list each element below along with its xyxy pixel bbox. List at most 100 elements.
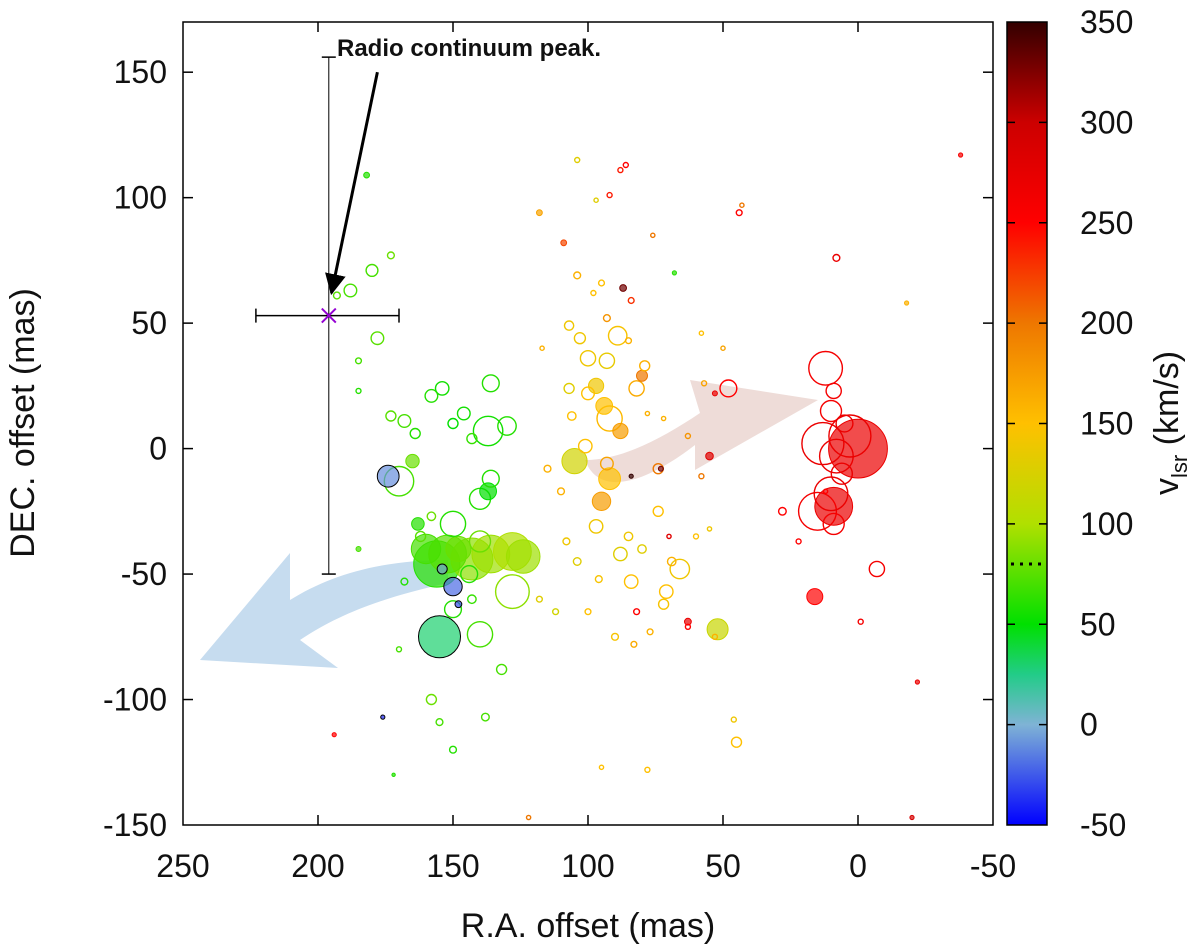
data-point-49 [598, 352, 616, 370]
data-point-43 [719, 379, 738, 398]
data-point-25 [598, 467, 621, 491]
data-point-162 [909, 814, 915, 821]
data-point-120 [627, 296, 635, 305]
x-tick-label-100: 100 [561, 848, 614, 884]
blueshifted-outflow-arrow [200, 553, 448, 668]
data-point-67 [599, 456, 614, 471]
x-axis-title: R.A. offset (mas) [461, 907, 715, 945]
data-point-66 [581, 386, 596, 401]
data-point-90 [623, 531, 634, 542]
data-point-149 [706, 526, 713, 532]
data-point-88 [637, 544, 647, 554]
data-point-70 [573, 332, 587, 345]
data-point-134 [698, 473, 705, 480]
y-tick-label-0: 0 [149, 431, 167, 467]
data-point-94 [705, 451, 714, 461]
data-point-147 [331, 732, 337, 738]
data-point-37 [479, 482, 498, 501]
x-tick-label-250: 250 [156, 848, 209, 884]
data-point-3 [418, 615, 461, 659]
y-axis: 150 100 50 0 -50 -100 -150 [103, 54, 993, 843]
data-point-56 [588, 519, 604, 534]
data-point-5 [801, 421, 845, 466]
data-point-153 [539, 345, 545, 352]
colorbar-ticks: 350 300 250 200 150 100 50 0 -50 [1007, 4, 1133, 843]
data-point-68 [365, 263, 379, 278]
colorbar-title-sub: lsr [1167, 455, 1192, 478]
data-point-167 [391, 772, 396, 777]
data-point-61 [456, 406, 471, 421]
data-point-109 [573, 271, 582, 280]
data-point-114 [551, 608, 560, 616]
data-point-113 [354, 357, 363, 365]
data-point-92 [480, 712, 490, 722]
data-point-75 [447, 417, 459, 430]
data-point-34 [497, 416, 517, 436]
cbar-tick-label-0: 0 [1080, 707, 1098, 743]
data-point-132 [711, 633, 719, 640]
data-point-154 [644, 410, 651, 417]
radio-continuum-annotation: Radio continuum peak. [255, 35, 601, 575]
cbar-tick-label-250: 250 [1080, 205, 1133, 241]
data-point-103 [562, 537, 571, 546]
data-point-108 [602, 314, 612, 323]
data-point-110 [684, 617, 692, 626]
y-tick-label--150: -150 [103, 807, 167, 843]
colorbar-title-v: v [1148, 478, 1186, 495]
data-point-79 [563, 382, 575, 395]
data-point-53 [405, 453, 420, 469]
data-point-64 [370, 331, 385, 346]
data-point-77 [425, 693, 438, 706]
data-point-60 [411, 517, 425, 531]
data-point-101 [400, 577, 409, 586]
annotation-arrow [325, 71, 379, 296]
data-point-115 [535, 595, 544, 603]
y-tick-label--50: -50 [121, 556, 167, 592]
cbar-tick-label-100: 100 [1080, 506, 1133, 542]
data-point-164 [671, 270, 678, 276]
data-point-105 [594, 574, 603, 584]
data-point-76 [495, 663, 508, 676]
data-point-80 [657, 598, 670, 610]
data-point-57 [613, 546, 628, 562]
data-point-84 [639, 360, 651, 372]
data-point-142 [657, 465, 664, 472]
data-point-144 [795, 538, 802, 545]
y-tick-label-100: 100 [114, 180, 167, 216]
data-point-4 [828, 414, 872, 458]
data-point-135 [684, 432, 692, 440]
data-point-126 [355, 387, 362, 395]
cbar-tick-label-200: 200 [1080, 305, 1133, 341]
data-point-148 [598, 764, 605, 771]
data-point-137 [574, 156, 581, 164]
data-point-160 [914, 679, 921, 685]
data-point-163 [739, 202, 745, 208]
data-point-13 [818, 438, 854, 474]
data-point-118 [630, 640, 638, 648]
data-point-123 [536, 209, 543, 217]
data-point-50 [628, 380, 645, 397]
colorbar: 350 300 250 200 150 100 50 0 -50 vlsr (km/s) [1006, 4, 1192, 843]
data-point-155 [628, 473, 634, 479]
data-point-45 [806, 588, 824, 606]
data-point-136 [590, 289, 597, 297]
data-point-145 [857, 618, 864, 625]
data-point-71 [436, 563, 448, 575]
x-axis: 250 200 150 100 50 0 -50 [156, 22, 1016, 884]
data-point-156 [666, 533, 672, 540]
data-point-157 [525, 814, 532, 821]
data-point-14 [813, 476, 849, 512]
y-tick-label--100: -100 [103, 682, 167, 718]
data-point-29 [819, 399, 843, 423]
cbar-tick-label-150: 150 [1080, 406, 1133, 442]
data-point-47 [612, 422, 629, 440]
data-point-20 [439, 510, 467, 538]
data-point-42 [595, 397, 614, 415]
data-point-97 [386, 251, 396, 260]
data-point-48 [579, 349, 597, 367]
data-point-125 [735, 209, 743, 217]
data-point-86 [466, 594, 477, 605]
data-point-62 [424, 388, 439, 403]
colorbar-title: vlsr (km/s) [1148, 351, 1192, 495]
data-point-38 [481, 469, 500, 488]
